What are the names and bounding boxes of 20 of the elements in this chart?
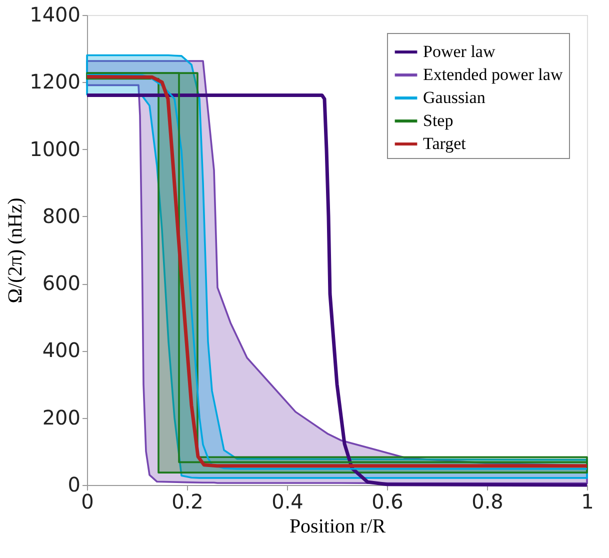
y-axis-title: Ω/(2π) (nHz) xyxy=(4,198,27,304)
y-tick-label: 1200 xyxy=(30,70,80,94)
legend-label: Gaussian xyxy=(423,88,486,107)
y-tick-label: 1400 xyxy=(30,2,80,26)
legend-label: Target xyxy=(423,134,466,153)
y-tick-label: 1000 xyxy=(30,136,80,161)
legend-label: Extended power law xyxy=(423,65,564,84)
x-tick-label: 0.8 xyxy=(472,490,504,514)
x-tick-label: 0.6 xyxy=(372,490,404,514)
x-tick-label: 0.4 xyxy=(272,490,304,514)
y-tick-label: 200 xyxy=(42,405,80,430)
x-tick-label: 1 xyxy=(581,490,594,514)
legend-label: Power law xyxy=(423,42,496,61)
y-tick-label: 800 xyxy=(42,204,80,228)
y-tick-label: 400 xyxy=(42,338,80,362)
y-tick-label: 0 xyxy=(68,472,80,496)
x-tick-label: 0.2 xyxy=(172,490,204,514)
y-tick-label: 600 xyxy=(42,271,80,296)
legend-label: Step xyxy=(423,111,454,130)
x-axis-title: Position r/R xyxy=(289,516,386,538)
